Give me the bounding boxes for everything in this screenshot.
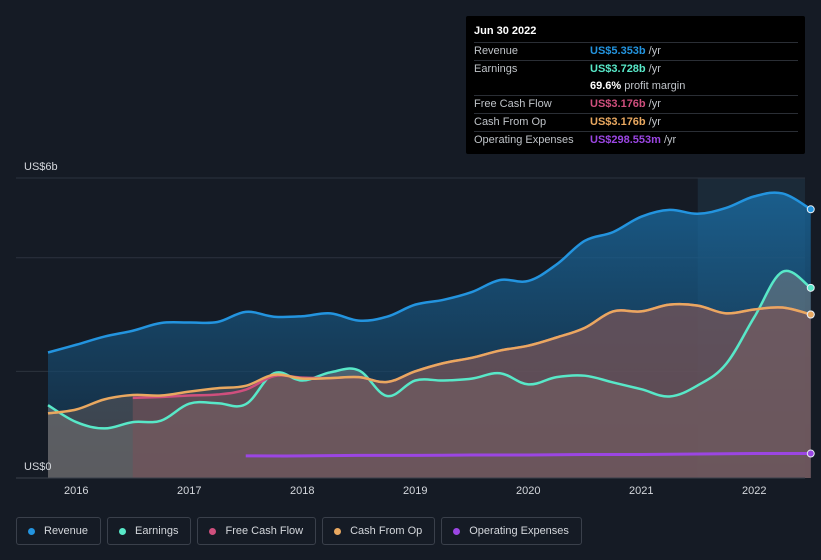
legend-item-earnings[interactable]: Earnings [107, 517, 192, 545]
tooltip-row-label: Revenue [474, 45, 519, 57]
y-axis-bottom-label: US$0 [24, 461, 52, 473]
tooltip-row-value: US$3.728b [590, 63, 646, 75]
tooltip-row: Cash From Op US$3.176b/yr [474, 113, 798, 131]
legend-item-cash-from-op[interactable]: Cash From Op [322, 517, 436, 545]
tooltip-row-value: US$3.176b [590, 98, 646, 110]
tooltip-row-unit: /yr [648, 98, 661, 110]
tooltip-row: 69.6% profit margin [474, 78, 798, 95]
legend: Revenue Earnings Free Cash Flow Cash From O… [16, 517, 582, 545]
tooltip-row: Free Cash Flow US$3.176b/yr [474, 95, 798, 113]
tooltip-date: Jun 30 2022 [474, 25, 537, 37]
legend-label: Free Cash Flow [225, 525, 304, 537]
x-tick-label: 2017 [177, 485, 201, 497]
tooltip-row-unit: profit margin [624, 80, 686, 92]
tooltip-row-value: 69.6% [590, 80, 622, 92]
x-tick-label: 2022 [742, 485, 766, 497]
tooltip-row-label: Cash From Op [474, 116, 547, 128]
tooltip-row-label: Operating Expenses [474, 134, 574, 146]
y-axis-top-label: US$6b [24, 161, 58, 173]
legend-label: Earnings [135, 525, 179, 537]
x-tick-label: 2020 [516, 485, 540, 497]
legend-label: Revenue [44, 525, 89, 537]
tooltip-row: Operating Expenses US$298.553m/yr [474, 131, 798, 149]
legend-item-revenue[interactable]: Revenue [16, 517, 102, 545]
tooltip-rows: Revenue US$5.353b/yr Earnings US$3.728b/yr 6… [474, 42, 798, 149]
earnings-endpoint [806, 283, 815, 292]
series-endpoints [806, 205, 815, 458]
cash-from-op-line [47, 302, 812, 415]
x-axis-ticks: 2016 2017 2018 2019 2020 2021 2022 [64, 485, 766, 497]
cash-from-op-area [48, 304, 811, 478]
legend-dot-icon [209, 527, 217, 535]
tooltip-row-value: US$5.353b [590, 45, 646, 57]
revenue-line [47, 191, 812, 354]
tooltip-row-unit: /yr [663, 134, 677, 146]
tooltip-row: Earnings US$3.728b/yr [474, 60, 798, 78]
legend-dot-icon [28, 527, 35, 535]
revenue-endpoint [806, 205, 815, 214]
legend-label: Operating Expenses [469, 525, 569, 537]
tooltip-row-value: US$298.553m [590, 134, 661, 146]
series-areas [48, 192, 811, 478]
tooltip-row-label: Free Cash Flow [474, 98, 552, 110]
x-tick-label: 2018 [290, 485, 314, 497]
legend-dot-icon [334, 527, 342, 535]
legend-label: Cash From Op [350, 525, 423, 537]
earnings-line [47, 269, 812, 430]
series-lines [47, 191, 812, 458]
tooltip-row-unit: /yr [648, 116, 661, 128]
tooltip-row-label: Earnings [474, 63, 518, 75]
legend-dot-icon [453, 527, 461, 535]
legend-dot-icon [119, 527, 127, 535]
tooltip-row-unit: /yr [648, 63, 661, 75]
x-tick-label: 2019 [403, 485, 427, 497]
tooltip-row-label [474, 78, 590, 95]
x-tick-label: 2021 [629, 485, 653, 497]
tooltip: Jun 30 2022 Revenue US$5.353b/yr Earnings U… [466, 16, 805, 154]
tooltip-row: Revenue US$5.353b/yr [474, 42, 798, 60]
operating-expenses-line [245, 451, 811, 458]
tooltip-row-unit: /yr [648, 45, 661, 57]
cash-from-op-endpoint [806, 310, 815, 319]
x-tick-label: 2016 [64, 485, 88, 497]
legend-item-free-cash-flow[interactable]: Free Cash Flow [197, 517, 317, 545]
operating-expenses-endpoint [806, 449, 815, 458]
legend-item-operating-expenses[interactable]: Operating Expenses [441, 517, 582, 545]
tooltip-row-value: US$3.176b [590, 116, 646, 128]
free-cash-flow-area [132, 304, 811, 478]
